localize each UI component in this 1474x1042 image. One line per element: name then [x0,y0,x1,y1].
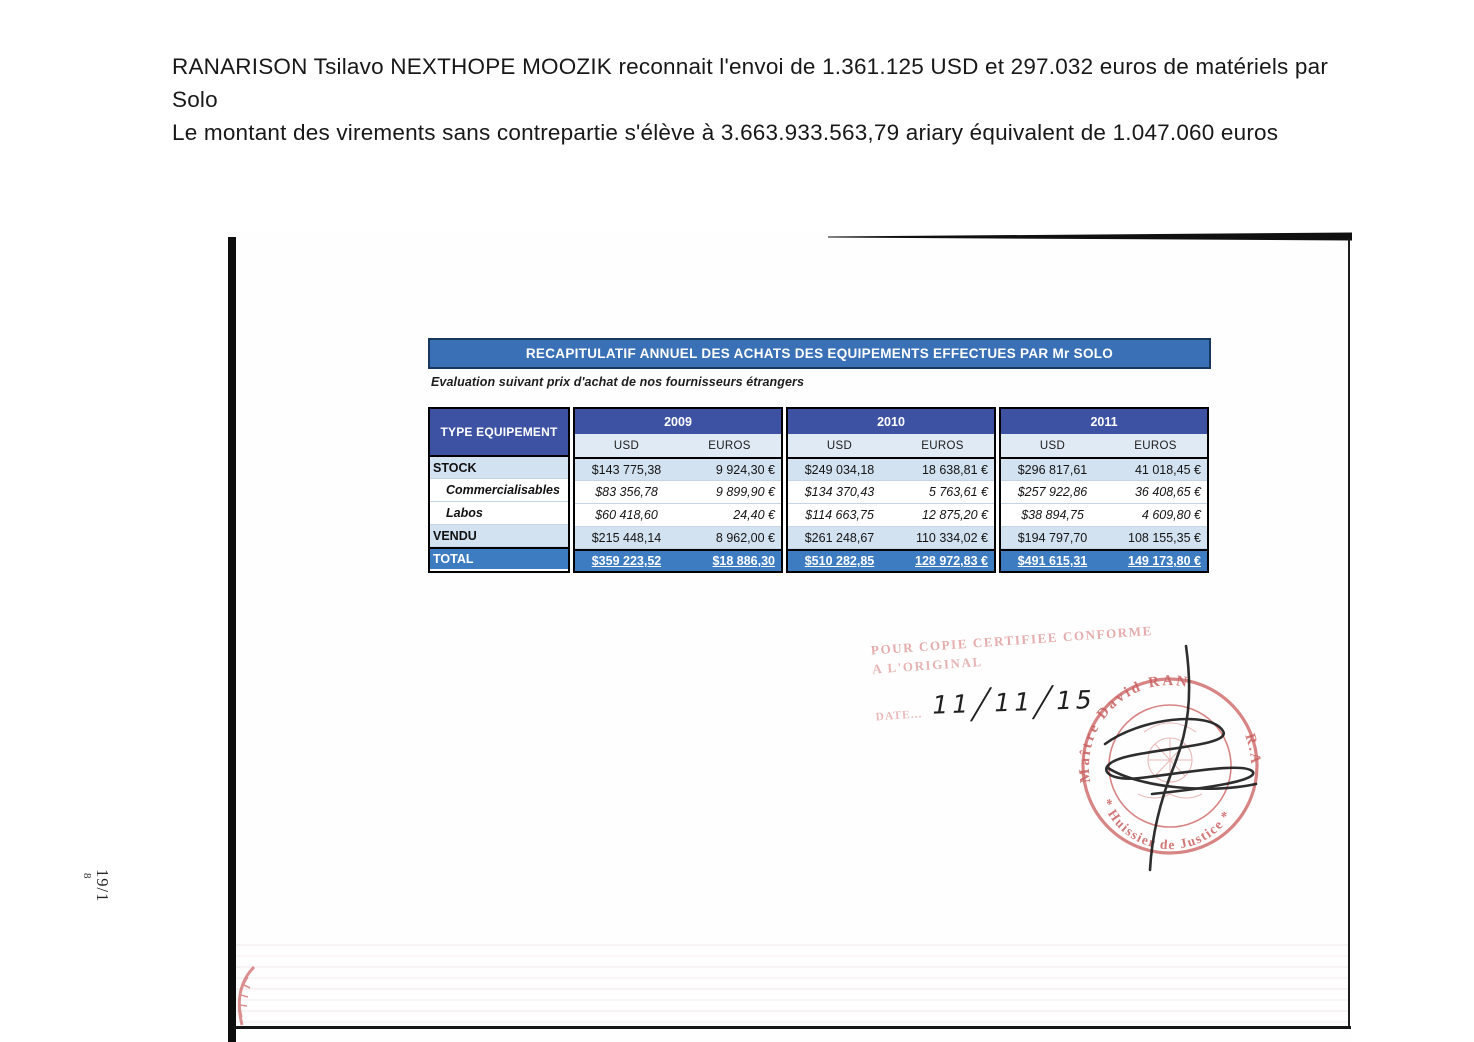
row-label: TOTAL [430,547,568,569]
usd-value: $114 663,75 [805,508,874,522]
usd-header: USD [826,439,853,452]
table-row: $215 448,14 8 962,00 € [575,527,781,549]
table-row: $134 370,43 5 763,61 € [788,481,994,504]
year-header: 2010 [788,409,994,434]
year-group-body: $249 034,18 18 638,81 € $134 370,43 5 763,6… [788,459,994,571]
usd-value: $510 282,85 [804,554,875,568]
table-row: $83 356,78 9 899,90 € [575,481,781,504]
date-label: DATE... [875,708,923,724]
type-column: TYPE EQUIPEMENT STOCK Commercialisables La… [428,407,570,573]
scan-lines-artifact [236,944,1348,1026]
eur-value: 18 638,81 € [921,462,988,477]
usd-header: USD [613,439,640,452]
year-header: 2011 [1001,409,1207,434]
header-line-1: RANARISON Tsilavo NEXTHOPE MOOZIK reconn… [172,54,1329,112]
table-row: $194 797,70 108 155,35 € [1001,527,1207,549]
usd-value: $38 894,75 [1021,508,1084,522]
scan-edge-top [828,232,1352,241]
table-row: $60 418,60 24,40 € [575,504,781,527]
table-title: RECAPITULATIF ANNUEL DES ACHATS DES EQUI… [525,346,1114,361]
usd-value: $143 775,38 [591,462,662,477]
eur-value: 110 334,02 € [915,530,988,545]
bailiff-seal: Maître David RAN R.A * Huissier de Justi… [1077,644,1263,872]
table-row: $249 034,18 18 638,81 € [788,459,994,481]
usd-value: $83 356,78 [595,485,658,499]
table-row: $114 663,75 12 875,20 € [788,504,994,527]
eur-value: 41 018,45 € [1134,462,1201,477]
usd-value: $261 248,67 [804,530,875,545]
purchases-table: TYPE EQUIPEMENT STOCK Commercialisables La… [428,407,1209,573]
type-column-header: TYPE EQUIPEMENT [430,409,568,457]
usd-value: $215 448,14 [591,530,662,545]
svg-text:R.A: R.A [1241,732,1263,767]
eur-value: 12 875,20 € [921,508,988,522]
usd-value: $296 817,61 [1017,462,1088,477]
header-line-2: Le montant des virements sans contrepart… [172,120,1279,145]
usd-value: $257 922,86 [1017,485,1088,499]
table-row: $510 282,85 128 972,83 € [788,549,994,571]
currency-subheader: USD EUROS [788,434,994,459]
type-column-body: STOCK Commercialisables Labos VENDU TOTAL [430,457,568,569]
eur-value: 36 408,65 € [1134,485,1201,499]
eur-value: 128 972,83 € [915,554,988,568]
seal-bottom-text: * Huissier de Justice * [1099,797,1233,853]
currency-subheader: USD EUROS [1001,434,1207,459]
eur-value: 149 173,80 € [1128,554,1201,568]
scan-edge-right [1348,239,1350,1026]
euros-header: EUROS [708,439,751,452]
eur-value: 4 609,80 € [1141,508,1201,522]
eur-value: 8 962,00 € [715,530,775,545]
usd-value: $194 797,70 [1017,530,1088,545]
table-row: $359 223,52 $18 886,30 [575,549,781,571]
seal-top-right-text: R.A [1241,732,1261,767]
eur-value: 5 763,61 € [928,485,988,499]
signature-scribble [1103,644,1258,872]
svg-text:* Huissier de Justice *: * Huissier de Justice * [1099,797,1234,853]
usd-header: USD [1039,439,1066,452]
year-group-2009: 2009 USD EUROS $143 775,38 9 924,30 € $83 3… [573,407,783,573]
eur-value: $18 886,30 [712,554,775,568]
year-group-2011: 2011 USD EUROS $296 817,61 41 018,45 € $257… [999,407,1209,573]
scan-edge-bottom [233,1026,1351,1029]
eur-value: 24,40 € [733,508,775,522]
table-row: $491 615,31 149 173,80 € [1001,549,1207,571]
table-subtitle: Evaluation suivant prix d'achat de nos f… [431,375,805,389]
table-row: $257 922,86 36 408,65 € [1001,481,1207,504]
table-row: $143 775,38 9 924,30 € [575,459,781,481]
row-label: Labos [430,502,568,525]
table-row: $261 248,67 110 334,02 € [788,527,994,549]
usd-value: $359 223,52 [591,554,662,568]
table-title-bar: RECAPITULATIF ANNUEL DES ACHATS DES EQUI… [428,338,1211,369]
seal-emblem [1137,722,1203,799]
usd-value: $134 370,43 [804,485,875,499]
eur-value: 108 155,35 € [1128,530,1201,545]
page-number: 19/1 [93,869,112,903]
usd-value: $491 615,31 [1017,554,1088,568]
usd-value: $60 418,60 [595,508,658,522]
scan-edge-left [228,237,236,1042]
year-group-body: $296 817,61 41 018,45 € $257 922,86 36 408,… [1001,459,1207,571]
row-label: STOCK [430,457,568,479]
euros-header: EUROS [921,439,964,452]
table-row: $296 817,61 41 018,45 € [1001,459,1207,481]
usd-value: $249 034,18 [804,462,875,477]
eur-value: 9 899,90 € [715,485,775,499]
table-row: $38 894,75 4 609,80 € [1001,504,1207,527]
header-text: RANARISON Tsilavo NEXTHOPE MOOZIK reconn… [172,50,1372,149]
eur-value: 9 924,30 € [715,462,775,477]
euros-header: EUROS [1134,439,1177,452]
year-header: 2009 [575,409,781,434]
year-group-body: $143 775,38 9 924,30 € $83 356,78 9 899,90 … [575,459,781,571]
row-label: Commercialisables [430,479,568,502]
currency-subheader: USD EUROS [575,434,781,459]
partial-corner-stamp [237,965,256,1026]
year-group-2010: 2010 USD EUROS $249 034,18 18 638,81 € $134… [786,407,996,573]
scanned-page: RECAPITULATIF ANNUEL DES ACHATS DES EQUI… [228,232,1352,1042]
row-label: VENDU [430,525,568,547]
